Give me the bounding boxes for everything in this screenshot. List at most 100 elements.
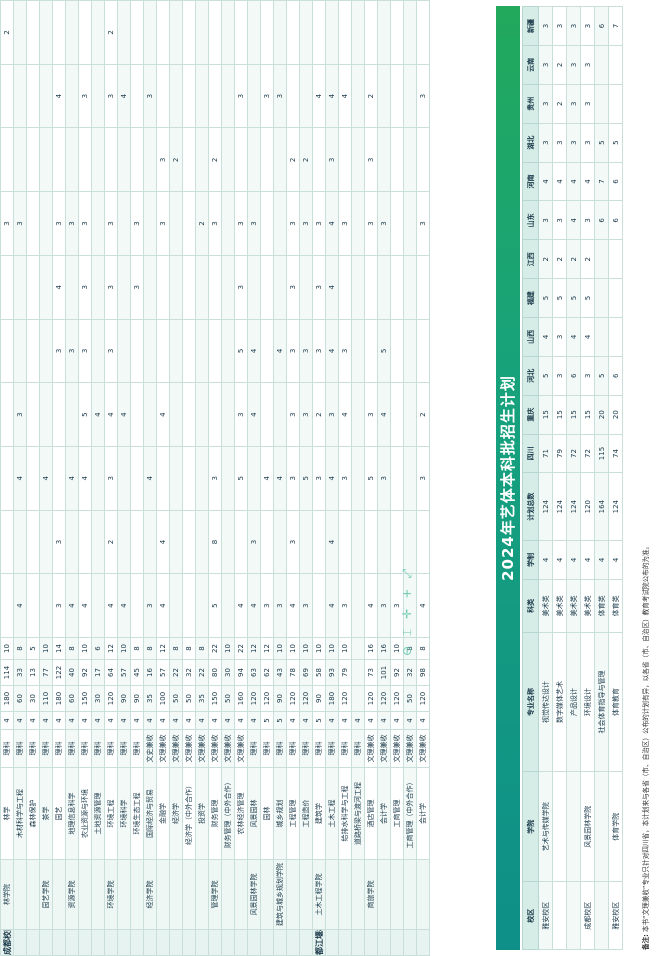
table-cell [273, 0, 287, 65]
table-cell [338, 255, 352, 320]
table-cell: 体育类 [594, 579, 609, 633]
campus-cell [208, 929, 222, 956]
table-cell [91, 0, 105, 65]
table-cell: 90 [130, 685, 144, 712]
table-cell [299, 510, 313, 574]
table-cell: 5 [608, 123, 623, 163]
table-cell: 2 [538, 239, 553, 279]
art-header-cell: 山西 [522, 317, 539, 357]
table-cell [156, 446, 170, 511]
table-cell [91, 446, 105, 511]
table-cell [91, 510, 105, 574]
table-cell: 城乡规划 [273, 767, 287, 860]
college-cell [234, 859, 248, 930]
table-cell: 理科 [13, 729, 27, 768]
table-cell: 3 [552, 356, 567, 396]
table-cell: 3 [538, 84, 553, 124]
table-cell: 3 [52, 573, 66, 638]
table-cell: 110 [39, 685, 53, 712]
table-cell: 5 [594, 356, 609, 396]
table-cell [594, 882, 609, 950]
table-cell [260, 0, 274, 65]
table-cell: 40 [65, 659, 79, 686]
table-cell: 3 [273, 573, 287, 638]
table-cell: 5 [552, 278, 567, 318]
table-cell: 文理兼收 [208, 729, 222, 768]
table-cell: 10 [117, 637, 131, 660]
campus-cell [416, 929, 430, 956]
plus-icon[interactable]: + [400, 578, 414, 599]
table-cell [195, 573, 209, 638]
table-cell: 90 [312, 685, 326, 712]
table-cell: 4 [65, 573, 79, 638]
table-cell: 5 [580, 278, 595, 318]
select-icon[interactable]: ⌶ [400, 618, 414, 636]
zoom-icon[interactable]: ⊖ [400, 635, 414, 656]
compress-icon[interactable]: ⤢ [400, 559, 414, 579]
table-cell [377, 0, 391, 65]
college-cell [221, 859, 235, 930]
table-cell: 5 [26, 637, 40, 660]
table-cell: 4 [325, 191, 339, 256]
college-cell [299, 859, 313, 930]
table-cell: 4 [104, 573, 118, 638]
art-header-cell: 山东 [522, 200, 539, 240]
table-cell: 3 [286, 255, 300, 320]
table-row: 园艺 理科 4 180 122 14 3 3 3 4 3 4 [52, 0, 66, 956]
college-cell [351, 859, 365, 930]
table-cell [403, 319, 417, 383]
table-cell [65, 64, 79, 128]
campus-cell [299, 929, 313, 956]
table-cell: 地理信息科学 [65, 767, 79, 860]
table-row: 成都校区 风景园林学院 环境设计 美术类 4 120 72 15 3 4 5 2 3 4 3 3 3 3 [580, 6, 595, 950]
table-cell: 8 [65, 637, 79, 660]
table-cell: 3 [538, 123, 553, 163]
table-cell: 80 [208, 659, 222, 686]
table-row: 环境生态工程 理科 4 90 45 8 3 3 [130, 0, 144, 956]
table-cell: 5 [234, 446, 248, 511]
table-cell: 4 [13, 711, 27, 730]
table-cell: 2 [299, 128, 313, 192]
table-cell: 经济学 [169, 767, 183, 860]
table-cell: 16 [377, 637, 391, 660]
table-row: 投资学 文理兼收 4 35 22 8 2 [195, 0, 209, 956]
table-cell [416, 0, 430, 65]
table-cell: 4 [594, 540, 609, 580]
table-cell: 22 [195, 659, 209, 686]
table-cell: 理科 [91, 729, 105, 768]
table-cell [78, 510, 92, 574]
viewer-toolbar[interactable]: ⊖⌶✛+⤢ [400, 559, 416, 656]
table-cell: 4 [377, 382, 391, 447]
table-cell: 4 [156, 711, 170, 730]
table-cell: 3 [325, 128, 339, 192]
table-cell [0, 510, 14, 574]
table-cell: 73 [364, 659, 378, 686]
crosshair-icon[interactable]: ✛ [400, 598, 414, 619]
table-cell [608, 239, 623, 279]
campus-cell [65, 929, 79, 956]
table-cell [91, 64, 105, 128]
table-cell [182, 446, 196, 511]
table-cell: 2 [416, 382, 430, 447]
table-cell: 4 [364, 711, 378, 730]
table-cell [221, 573, 235, 638]
table-cell [169, 573, 183, 638]
campus-cell [143, 929, 157, 956]
art-header-cell: 福建 [522, 278, 539, 318]
table-cell [260, 319, 274, 383]
table-cell: 4 [351, 711, 365, 730]
table-cell: 4 [91, 711, 105, 730]
table-cell: 4 [169, 711, 183, 730]
table-cell [13, 64, 27, 128]
table-cell: 土地资源管理 [91, 767, 105, 860]
table-cell: 理科 [325, 729, 339, 768]
table-cell: 4 [566, 200, 581, 240]
campus-cell [156, 929, 170, 956]
table-cell: 120 [260, 685, 274, 712]
table-cell [273, 128, 287, 192]
table-cell: 3 [566, 6, 581, 46]
table-cell: 2 [104, 0, 118, 65]
table-cell [195, 510, 209, 574]
table-cell [65, 128, 79, 192]
table-cell: 艺术与传媒学院 [538, 771, 553, 882]
